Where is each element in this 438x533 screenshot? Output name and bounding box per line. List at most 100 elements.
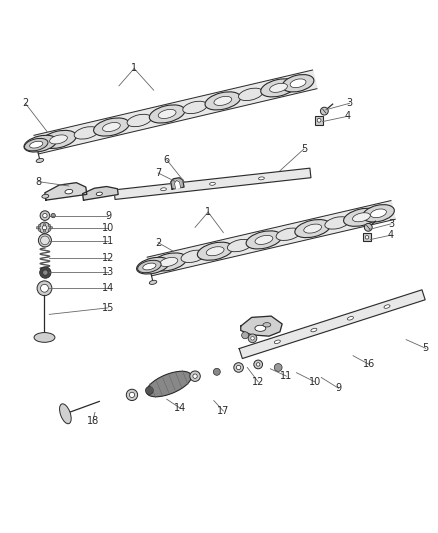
Circle shape bbox=[126, 389, 138, 400]
Text: 5: 5 bbox=[301, 144, 307, 154]
FancyBboxPatch shape bbox=[363, 233, 371, 241]
Ellipse shape bbox=[30, 141, 43, 148]
Circle shape bbox=[43, 213, 47, 218]
Text: 4: 4 bbox=[344, 111, 350, 122]
Circle shape bbox=[364, 223, 372, 231]
Text: 9: 9 bbox=[105, 212, 111, 221]
Ellipse shape bbox=[206, 247, 224, 256]
Ellipse shape bbox=[325, 217, 349, 229]
Ellipse shape bbox=[384, 305, 390, 308]
Circle shape bbox=[251, 336, 254, 340]
Ellipse shape bbox=[276, 228, 300, 240]
Ellipse shape bbox=[96, 192, 102, 196]
Ellipse shape bbox=[304, 224, 321, 233]
Ellipse shape bbox=[60, 404, 71, 424]
Ellipse shape bbox=[290, 79, 306, 87]
Polygon shape bbox=[241, 316, 282, 336]
Circle shape bbox=[51, 213, 55, 218]
Circle shape bbox=[190, 371, 200, 382]
Text: 5: 5 bbox=[423, 343, 429, 353]
Text: 10: 10 bbox=[309, 377, 321, 387]
Circle shape bbox=[38, 229, 41, 231]
Text: 3: 3 bbox=[388, 219, 394, 229]
FancyBboxPatch shape bbox=[315, 116, 323, 125]
Ellipse shape bbox=[149, 105, 185, 123]
Ellipse shape bbox=[74, 127, 99, 139]
Text: 15: 15 bbox=[102, 303, 114, 313]
Text: 14: 14 bbox=[174, 403, 186, 413]
Text: 13: 13 bbox=[102, 266, 114, 277]
Text: 18: 18 bbox=[87, 416, 99, 426]
Ellipse shape bbox=[181, 250, 205, 263]
Ellipse shape bbox=[246, 231, 282, 249]
Ellipse shape bbox=[42, 194, 49, 198]
Text: 14: 14 bbox=[102, 283, 114, 293]
Text: 6: 6 bbox=[164, 155, 170, 165]
Circle shape bbox=[234, 362, 244, 372]
Text: 1: 1 bbox=[131, 63, 137, 74]
Circle shape bbox=[36, 227, 39, 229]
Text: 7: 7 bbox=[155, 168, 161, 178]
Ellipse shape bbox=[137, 257, 170, 274]
Ellipse shape bbox=[227, 239, 252, 252]
Ellipse shape bbox=[270, 83, 287, 92]
Polygon shape bbox=[34, 70, 317, 154]
Ellipse shape bbox=[183, 101, 207, 114]
Circle shape bbox=[48, 224, 51, 227]
Ellipse shape bbox=[214, 96, 232, 106]
Polygon shape bbox=[114, 168, 311, 199]
Circle shape bbox=[365, 236, 369, 239]
Circle shape bbox=[242, 332, 249, 339]
Ellipse shape bbox=[143, 263, 156, 270]
Ellipse shape bbox=[261, 79, 297, 97]
Circle shape bbox=[38, 224, 41, 227]
Circle shape bbox=[41, 236, 49, 245]
Ellipse shape bbox=[94, 118, 129, 136]
Text: 3: 3 bbox=[346, 98, 353, 108]
Ellipse shape bbox=[255, 325, 266, 332]
Ellipse shape bbox=[49, 135, 67, 144]
Ellipse shape bbox=[127, 114, 152, 127]
Ellipse shape bbox=[282, 75, 314, 92]
Ellipse shape bbox=[149, 280, 157, 285]
Circle shape bbox=[48, 229, 51, 231]
Ellipse shape bbox=[160, 257, 178, 266]
Polygon shape bbox=[147, 200, 395, 276]
Circle shape bbox=[254, 360, 262, 369]
Ellipse shape bbox=[210, 182, 215, 185]
Circle shape bbox=[42, 237, 48, 244]
Ellipse shape bbox=[34, 333, 55, 342]
Text: 12: 12 bbox=[252, 377, 265, 387]
Circle shape bbox=[43, 230, 46, 232]
Text: 11: 11 bbox=[280, 371, 293, 381]
Ellipse shape bbox=[151, 253, 187, 271]
Polygon shape bbox=[239, 290, 425, 359]
Ellipse shape bbox=[255, 236, 273, 245]
Text: 2: 2 bbox=[22, 98, 28, 108]
Text: 11: 11 bbox=[102, 236, 114, 246]
Ellipse shape bbox=[295, 220, 331, 238]
Polygon shape bbox=[83, 187, 118, 200]
Ellipse shape bbox=[146, 372, 191, 397]
Ellipse shape bbox=[102, 123, 120, 132]
Circle shape bbox=[43, 223, 46, 226]
Circle shape bbox=[40, 267, 51, 278]
Ellipse shape bbox=[138, 260, 161, 273]
Ellipse shape bbox=[258, 177, 264, 180]
Text: 16: 16 bbox=[363, 359, 375, 369]
Circle shape bbox=[274, 364, 282, 372]
Circle shape bbox=[193, 374, 197, 378]
Text: 17: 17 bbox=[217, 406, 230, 416]
Ellipse shape bbox=[371, 209, 386, 217]
Text: 12: 12 bbox=[102, 253, 114, 263]
Ellipse shape bbox=[263, 322, 271, 327]
Polygon shape bbox=[45, 183, 87, 200]
Circle shape bbox=[39, 234, 51, 247]
Ellipse shape bbox=[311, 328, 317, 332]
Ellipse shape bbox=[158, 109, 176, 118]
Circle shape bbox=[248, 334, 257, 343]
Ellipse shape bbox=[343, 208, 379, 227]
Circle shape bbox=[42, 225, 47, 230]
Circle shape bbox=[43, 270, 48, 275]
Ellipse shape bbox=[198, 242, 233, 260]
